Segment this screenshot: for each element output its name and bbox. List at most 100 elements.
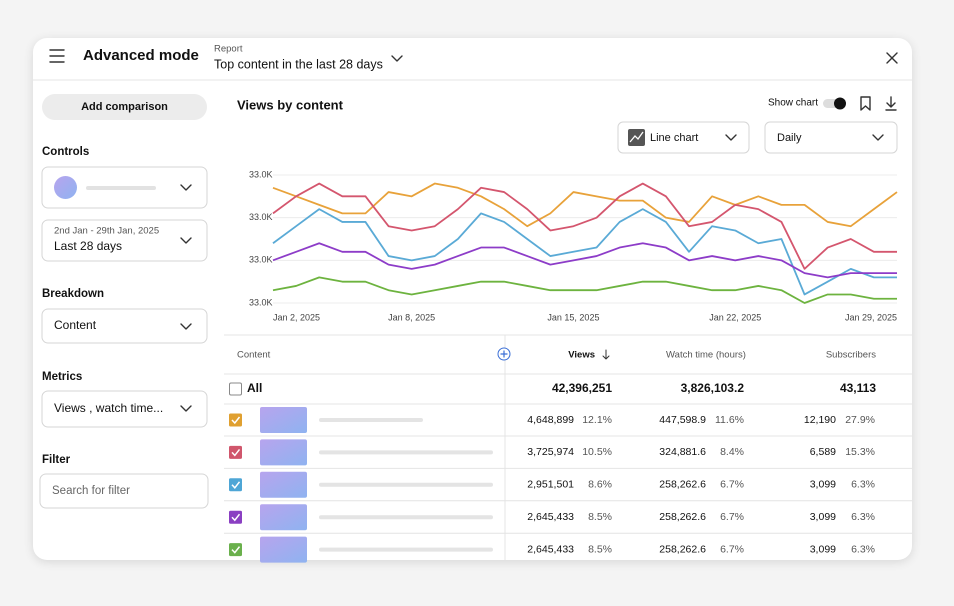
date-select[interactable] xyxy=(41,219,208,262)
value-cell: 2,645,433 xyxy=(527,511,574,523)
total-cell: 3,826,103.2 xyxy=(681,381,745,395)
x-tick-label: Jan 29, 2025 xyxy=(845,312,897,322)
total-cell: 43,113 xyxy=(840,381,876,395)
check-glyph xyxy=(231,448,241,457)
app-title: Advanced mode xyxy=(83,47,199,64)
filter-placeholder: Search for filter xyxy=(52,485,130,497)
channel-avatar xyxy=(54,176,77,199)
percent-cell: 6.7% xyxy=(720,543,744,555)
checkbox[interactable] xyxy=(229,478,242,492)
value-cell: 6,589 xyxy=(810,446,836,458)
total-label: All xyxy=(247,381,262,395)
percent-cell: 6.3% xyxy=(851,543,875,555)
percent-cell: 11.6% xyxy=(715,414,744,426)
title-placeholder xyxy=(319,547,493,552)
column-header: Content xyxy=(237,350,271,361)
check-glyph xyxy=(231,546,241,554)
value-cell: 3,099 xyxy=(810,479,836,491)
filter-input[interactable] xyxy=(39,473,209,509)
add-glyph xyxy=(500,350,508,358)
column-header[interactable]: Subscribers xyxy=(826,350,876,361)
interval-label: Daily xyxy=(777,132,802,144)
percent-cell: 6.3% xyxy=(851,511,875,523)
thumbnail xyxy=(260,504,307,531)
chevron xyxy=(725,134,737,141)
close-button[interactable] xyxy=(886,52,898,64)
percent-cell: 10.5% xyxy=(582,446,612,458)
bookmark-button[interactable] xyxy=(860,96,871,111)
report-chevron[interactable] xyxy=(391,55,403,62)
value-cell: 3,725,974 xyxy=(527,446,574,458)
title-placeholder xyxy=(319,418,423,422)
x-tick-label: Jan 2, 2025 xyxy=(273,312,320,322)
column-header[interactable]: Watch time (hours) xyxy=(666,350,746,361)
value-cell: 2,645,433 xyxy=(527,543,574,555)
thumbnail xyxy=(260,471,307,498)
interval-select[interactable] xyxy=(764,121,898,154)
title-placeholder xyxy=(319,450,493,455)
value-cell: 447,598.9 xyxy=(659,414,706,426)
report-label: Report xyxy=(214,44,243,55)
metrics-select[interactable] xyxy=(41,390,208,428)
value-cell: 324,881.6 xyxy=(659,446,706,458)
breakdown-heading: Breakdown xyxy=(42,288,104,300)
toggle-knob xyxy=(834,97,846,110)
checkbox[interactable] xyxy=(229,445,242,459)
value-cell: 3,099 xyxy=(810,511,836,523)
download-button[interactable] xyxy=(885,96,897,111)
total-cell: 42,396,251 xyxy=(552,381,612,395)
percent-cell: 15.3% xyxy=(845,446,875,458)
value-cell: 258,262.6 xyxy=(659,543,706,555)
checkbox[interactable] xyxy=(229,413,242,427)
percent-cell: 8.5% xyxy=(588,543,612,555)
add-comparison-button[interactable] xyxy=(42,94,207,120)
percent-cell: 8.6% xyxy=(588,479,612,491)
chevron xyxy=(180,184,192,191)
metrics-value: Views , watch time... xyxy=(54,401,163,415)
y-tick-label: 33.0K xyxy=(249,255,273,265)
x-tick-label: Jan 8, 2025 xyxy=(388,312,435,322)
chevron xyxy=(180,323,192,330)
thumbnail xyxy=(260,407,307,433)
channel-name-placeholder xyxy=(86,186,156,190)
percent-cell: 12.1% xyxy=(582,414,612,426)
menu-button[interactable] xyxy=(49,49,65,63)
percent-cell: 6.3% xyxy=(851,479,875,491)
chart-type-label: Line chart xyxy=(650,132,698,144)
title-placeholder xyxy=(319,482,493,487)
sort-arrow xyxy=(602,349,610,360)
series-line xyxy=(272,182,898,228)
chart-type-select[interactable] xyxy=(617,121,750,154)
y-tick-label: 33.0K xyxy=(249,297,273,307)
title-placeholder xyxy=(319,515,493,520)
percent-cell: 8.4% xyxy=(720,446,744,458)
series-line xyxy=(272,242,897,279)
y-tick-label: 33.0K xyxy=(249,169,273,179)
value-cell: 12,190 xyxy=(804,414,836,426)
metrics-heading: Metrics xyxy=(42,371,82,383)
checkbox[interactable] xyxy=(229,382,242,396)
value-cell: 258,262.6 xyxy=(659,479,706,491)
add-comparison-label: Add comparison xyxy=(81,101,168,113)
breakdown-value: Content xyxy=(54,318,97,332)
controls-heading: Controls xyxy=(42,146,89,158)
value-cell: 258,262.6 xyxy=(659,511,706,523)
date-range: 2nd Jan - 29th Jan, 2025 xyxy=(54,226,159,237)
value-cell: 3,099 xyxy=(810,543,836,555)
thumbnail xyxy=(260,536,307,563)
period: Last 28 days xyxy=(54,239,122,253)
chevron xyxy=(180,405,192,412)
checkbox[interactable] xyxy=(229,510,242,524)
chevron xyxy=(180,237,192,244)
checkbox[interactable] xyxy=(229,543,242,557)
menu-icon xyxy=(49,49,65,63)
check-glyph xyxy=(231,513,241,522)
report-select[interactable]: Top content in the last 28 days xyxy=(214,57,383,71)
percent-cell: 8.5% xyxy=(588,511,612,523)
breakdown-select[interactable] xyxy=(41,308,208,344)
value-cell: 4,648,899 xyxy=(527,414,574,426)
chart-title: Views by content xyxy=(237,97,344,112)
column-header[interactable]: Views xyxy=(568,350,595,361)
